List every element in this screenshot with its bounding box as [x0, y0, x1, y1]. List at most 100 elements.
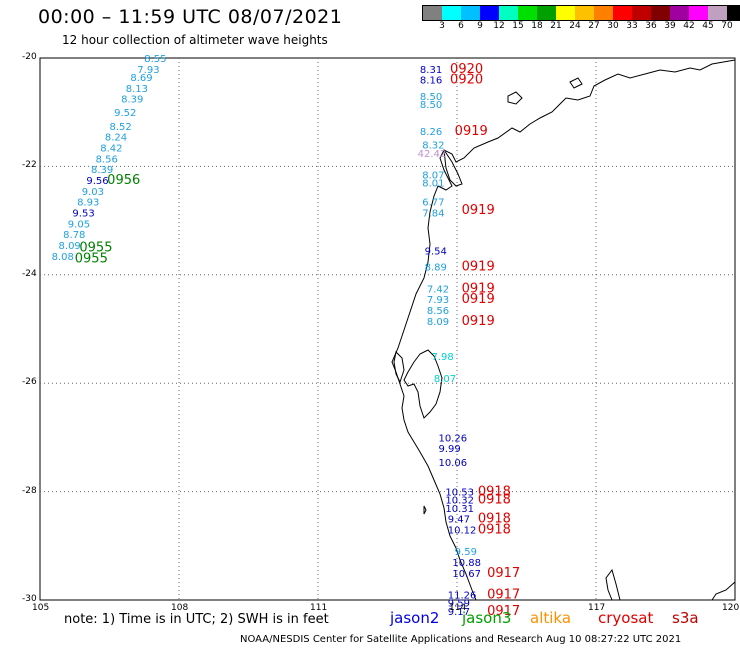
pass-time-label: 0918 [478, 485, 511, 500]
legend-swatch [537, 6, 556, 20]
wave-height-value: 8.93 [77, 198, 99, 209]
pass-time-label: 0918 [478, 523, 511, 538]
y-tick-label: -22 [22, 160, 37, 171]
satellite-label-s3a: s3a [672, 609, 699, 627]
wave-height-value: 8.16 [420, 76, 442, 87]
wave-height-value: 8.08 [52, 252, 74, 263]
wave-height-value: 42.42 [418, 149, 447, 160]
wave-height-value: 9.54 [425, 246, 447, 257]
legend-swatch [461, 6, 480, 20]
x-tick-label: 117 [588, 603, 606, 613]
dirk-hartog-island [393, 350, 405, 384]
wave-height-value: 7.84 [422, 208, 444, 219]
x-tick-label: 114 [449, 603, 467, 613]
legend-label: 15 [512, 21, 524, 31]
legend-label: 18 [531, 21, 543, 31]
wave-height-value: 7.93 [137, 65, 159, 76]
legend-swatch [632, 6, 651, 20]
wave-height-value: 8.39 [91, 165, 113, 176]
x-tick-label: 108 [171, 603, 189, 613]
pass-time-label: 0918 [478, 493, 511, 508]
pass-time-label: 0917 [487, 588, 520, 603]
wave-height-value: 8.56 [96, 154, 118, 165]
wave-height-value: 8.78 [63, 230, 85, 241]
pass-time-label: 0917 [487, 566, 520, 581]
wave-height-value: 10.32 [445, 496, 474, 507]
legend-label: 70 [721, 21, 733, 31]
wave-height-value: 8.09 [59, 241, 81, 252]
satellite-label-cryosat: cryosat [598, 609, 654, 627]
wave-height-labels: 8.557.938.698.138.399.528.528.248.428.56… [52, 54, 521, 619]
legend-swatch [689, 6, 708, 20]
wave-height-value: 8.69 [130, 73, 152, 84]
credit-line: NOAA/NESDIS Center for Satellite Applica… [240, 634, 682, 645]
pass-time-label: 0919 [462, 260, 495, 275]
wave-height-value: 8.32 [422, 141, 444, 152]
barrow-island [507, 91, 523, 105]
pass-time-label: 0919 [462, 314, 495, 329]
wave-height-value: 9.53 [72, 208, 94, 219]
wave-height-value: 6.77 [422, 198, 444, 209]
wave-height-value: 10.53 [445, 488, 474, 499]
y-tick-label: -28 [22, 485, 37, 496]
legend-label: 45 [702, 21, 714, 31]
pass-time-label: 0920 [450, 73, 483, 88]
island-east [569, 77, 583, 89]
pass-time-label: 0955 [79, 241, 112, 256]
legend-swatch [670, 6, 689, 20]
wave-height-value: 9.56 [86, 176, 108, 187]
grid-lines [40, 58, 735, 600]
wave-height-value: 8.89 [425, 263, 447, 274]
pass-time-label: 0919 [462, 292, 495, 307]
wave-height-value: 7.42 [427, 284, 449, 295]
legend-swatch [518, 6, 537, 20]
legend-swatch [594, 6, 613, 20]
wave-height-value: 9.59 [455, 547, 477, 558]
pass-time-label: 0917 [487, 604, 520, 619]
legend-swatch [423, 6, 442, 20]
wave-height-value: 8.55 [144, 54, 166, 65]
legend-swatch [727, 6, 740, 20]
legend-swatch [708, 6, 727, 20]
legend-swatch [575, 6, 594, 20]
pass-time-label: 0918 [478, 512, 511, 527]
coastline-mainland [391, 59, 736, 601]
wave-height-value: 10.26 [438, 433, 467, 444]
wave-height-value: 8.13 [126, 84, 148, 95]
pass-time-label: 0919 [455, 124, 488, 139]
legend-label: 6 [458, 21, 464, 31]
legend-label: 12 [493, 21, 505, 31]
wave-height-value: 9.99 [438, 444, 460, 455]
pass-time-label: 0956 [107, 173, 140, 188]
legend-label: 39 [664, 21, 676, 31]
wave-height-value: 8.31 [420, 65, 442, 76]
satellite-label-jason3: jason3 [462, 609, 512, 627]
wave-height-value: 8.07 [434, 374, 456, 385]
wave-height-value: 9.52 [114, 108, 136, 119]
legend-label: 42 [683, 21, 695, 31]
wave-height-value: 8.42 [100, 143, 122, 154]
wave-height-value: 7.93 [427, 295, 449, 306]
satellite-label-altika: altika [530, 609, 572, 627]
wave-height-value: 8.50 [420, 92, 442, 103]
wave-height-value: 10.31 [445, 504, 474, 515]
legend-swatch [613, 6, 632, 20]
wave-height-value: 9.47 [448, 515, 470, 526]
legend-swatch [556, 6, 575, 20]
legend-label: 9 [477, 21, 483, 31]
wave-height-value: 8.56 [427, 306, 449, 317]
map-title: 00:00 – 11:59 UTC 08/07/2021 [38, 6, 343, 28]
wave-height-value: 8.52 [110, 122, 132, 133]
legend-swatch [651, 6, 670, 20]
y-tick-label: -26 [22, 377, 37, 388]
map-frame [39, 57, 736, 601]
wave-height-value: 8.01 [422, 179, 444, 190]
y-tick-label: -30 [22, 594, 37, 604]
legend-label: 33 [626, 21, 638, 31]
wave-height-value: 7.98 [432, 352, 454, 363]
wave-height-value: 10.06 [438, 458, 467, 469]
north-west-cape [443, 149, 463, 187]
y-tick-label: -24 [22, 268, 37, 279]
shark-bay-peninsula [403, 349, 443, 419]
